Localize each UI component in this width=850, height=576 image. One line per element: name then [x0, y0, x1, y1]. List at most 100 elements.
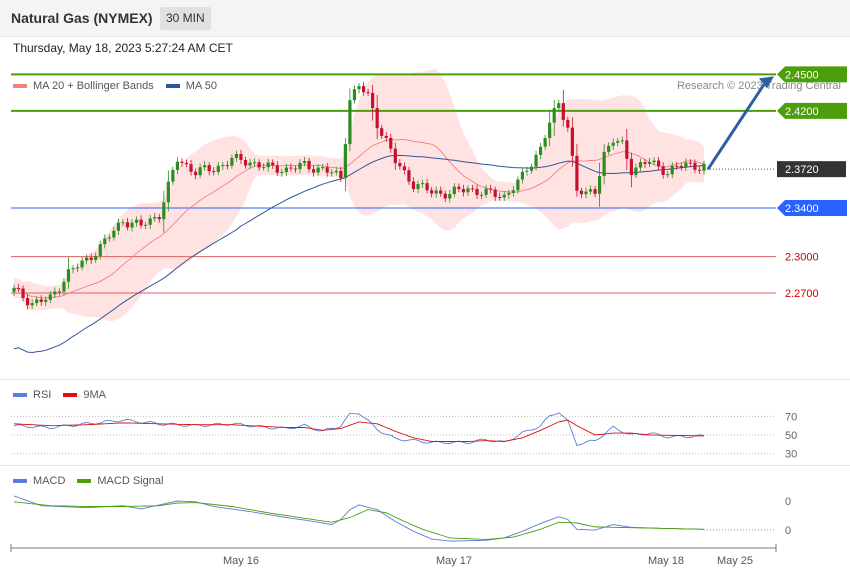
- candle-body: [420, 183, 425, 185]
- candle-body: [457, 186, 461, 189]
- candle-body: [94, 255, 98, 261]
- candle-body: [439, 190, 443, 194]
- rsi-ma-line: [13, 419, 704, 442]
- candle-body: [570, 127, 574, 156]
- candle-body: [452, 186, 456, 195]
- candle-body: [371, 92, 375, 109]
- candle-body: [30, 303, 34, 306]
- candle-body: [298, 162, 302, 170]
- candle-body: [434, 190, 438, 194]
- candle-body: [566, 119, 570, 128]
- candle-body: [252, 162, 257, 164]
- candle-body: [402, 166, 406, 171]
- rsi-line: [13, 412, 705, 447]
- candle-body: [657, 160, 661, 167]
- candle-body: [529, 166, 534, 171]
- candle-body: [389, 137, 393, 149]
- candle-body: [89, 257, 93, 261]
- candle-body: [121, 222, 125, 224]
- candle-body: [643, 162, 647, 164]
- legend-item-rsi: RSI: [13, 389, 51, 401]
- candle-body: [203, 165, 207, 168]
- candle-body: [53, 291, 57, 295]
- candle-body: [48, 294, 52, 300]
- candle-body: [234, 153, 239, 159]
- rsi-tick-label: 30: [785, 449, 797, 461]
- candle-body: [579, 190, 584, 195]
- candle-body: [507, 192, 511, 195]
- level-tag-1: [777, 102, 847, 119]
- candle-body: [511, 190, 515, 193]
- candle-body: [588, 189, 593, 192]
- candle-body: [443, 193, 447, 199]
- moving-averages: [13, 139, 705, 354]
- candle-body: [221, 165, 225, 167]
- candle-body: [670, 165, 674, 175]
- candle-body: [98, 244, 102, 256]
- candle-body: [498, 196, 502, 198]
- time-axis-label: May 16: [223, 555, 259, 567]
- candle-body: [212, 171, 216, 173]
- candle-body: [411, 181, 416, 190]
- level-label-3: 2.3400: [785, 203, 819, 215]
- candle-body: [548, 122, 552, 139]
- candle-body: [525, 170, 529, 172]
- candle-body: [479, 194, 484, 196]
- candle-body: [461, 188, 466, 193]
- legend-label-macd-signal: MACD Signal: [97, 475, 164, 487]
- price-legend: MA 20 + Bollinger Bands MA 50: [13, 80, 229, 92]
- candle-body: [193, 171, 198, 176]
- forecast-arrow: [706, 76, 774, 170]
- macd-tick-label: 0: [785, 496, 791, 508]
- rsi-tick-label: 50: [785, 430, 797, 442]
- candle-body: [357, 86, 361, 90]
- candle-body: [144, 224, 148, 226]
- level-label-1: 2.4200: [785, 106, 819, 118]
- candle-body: [139, 219, 143, 226]
- forecast-arrow-head: [759, 76, 774, 89]
- candle-body: [611, 142, 615, 146]
- candle-body: [607, 145, 611, 152]
- candle-body: [675, 165, 679, 167]
- candle-body: [466, 188, 470, 193]
- candle-body: [157, 217, 161, 220]
- level-label-5: 2.2700: [785, 288, 819, 300]
- level-label-4: 2.3000: [785, 252, 819, 264]
- candle-body: [330, 172, 334, 174]
- rsi-panel: 70 50 30: [11, 411, 797, 461]
- level-tag-3: [777, 200, 847, 216]
- candle-body: [184, 162, 189, 165]
- candle-body: [416, 184, 420, 190]
- candles: [12, 81, 706, 310]
- candle-body: [334, 170, 338, 173]
- candle-body: [316, 167, 320, 173]
- level-labels: 2.4500 2.4200 2.3720 2.3400 2.3000 2.2700: [777, 66, 847, 300]
- credit-text: Research © 2023 Trading Central: [676, 80, 841, 92]
- candle-body: [26, 298, 30, 306]
- candle-body: [275, 165, 279, 173]
- candle-body: [393, 148, 397, 164]
- candle-body: [534, 154, 538, 167]
- candle-body: [262, 167, 266, 169]
- candle-body: [448, 194, 452, 199]
- candle-body: [616, 141, 620, 143]
- current-price-label: 2.3720: [785, 164, 819, 176]
- timeframe-button[interactable]: 30 MIN: [160, 7, 211, 30]
- rsi-legend: RSI 9MA: [13, 389, 118, 401]
- macd-signal-line: [13, 501, 705, 540]
- candle-body: [625, 140, 629, 159]
- candle-body: [343, 144, 347, 179]
- candle-body: [257, 162, 261, 168]
- time-axis-label: May 18: [648, 555, 684, 567]
- candle-body: [693, 162, 697, 170]
- candle-body: [697, 169, 702, 171]
- candle-body: [557, 103, 561, 109]
- candle-body: [289, 167, 293, 169]
- legend-label-macd: MACD: [33, 475, 66, 487]
- candle-body: [266, 162, 270, 168]
- rsi-tick-label: 70: [785, 411, 797, 423]
- time-axis-label: May 17: [436, 555, 472, 567]
- candle-body: [171, 169, 175, 182]
- candle-body: [284, 167, 288, 172]
- time-axis-label: May 25: [717, 555, 753, 567]
